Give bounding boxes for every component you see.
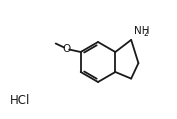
Text: 2: 2 — [144, 29, 149, 38]
Text: NH: NH — [134, 26, 150, 36]
Text: HCl: HCl — [10, 94, 30, 107]
Text: O: O — [62, 44, 71, 54]
